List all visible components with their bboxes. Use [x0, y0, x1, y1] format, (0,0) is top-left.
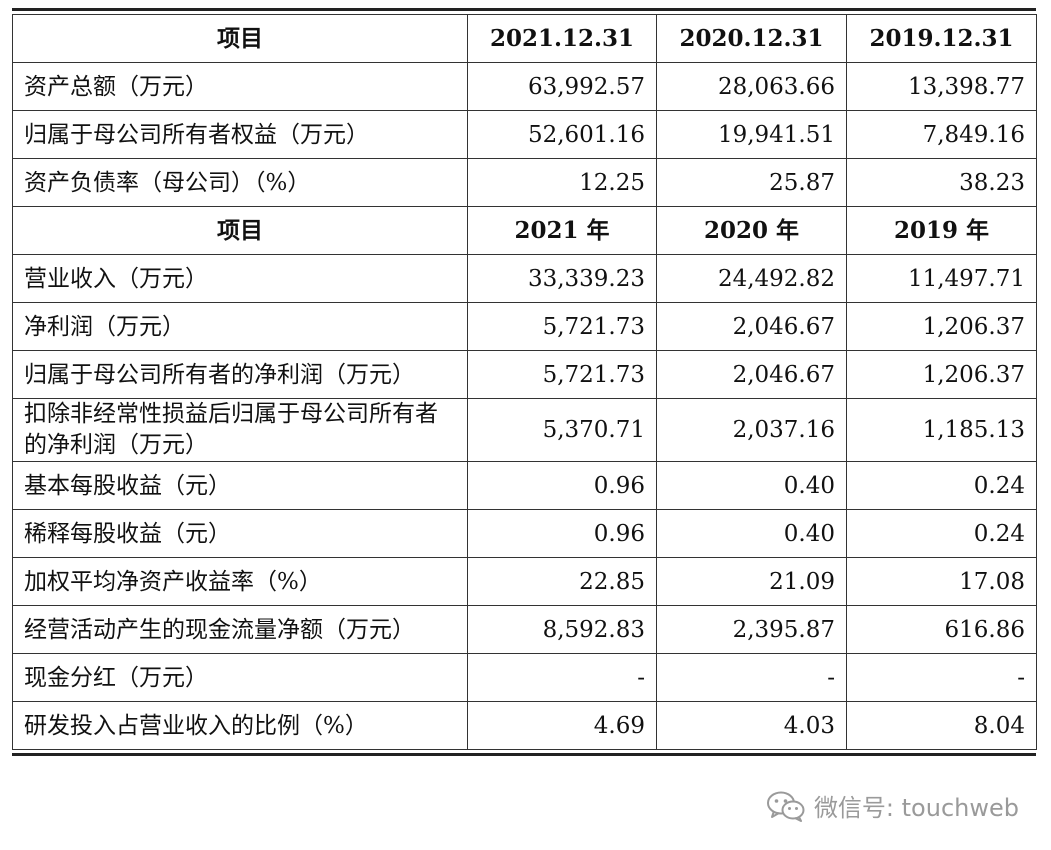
value-cell: 28,063.66	[656, 62, 847, 111]
row-label: 加权平均净资产收益率（%）	[12, 557, 468, 606]
value-cell: 5,370.71	[467, 398, 657, 462]
value-cell: 5,721.73	[467, 350, 657, 399]
value-cell: -	[467, 653, 657, 702]
table-row: 归属于母公司所有者权益（万元） 52,601.16 19,941.51 7,84…	[12, 110, 1037, 159]
value-cell: 4.03	[656, 701, 847, 750]
wechat-icon	[766, 791, 805, 822]
value-cell: 1,185.13	[846, 398, 1037, 462]
value-cell: 33,339.23	[467, 254, 657, 303]
value-cell: 0.96	[467, 461, 657, 510]
row-label: 资产负债率（母公司）（%）	[12, 158, 468, 207]
header-cell-2020: 2020.12.31	[656, 14, 847, 63]
value-cell: 7,849.16	[846, 110, 1037, 159]
table-row: 现金分红（万元） - - -	[12, 653, 1037, 702]
value-cell: 0.96	[467, 509, 657, 558]
value-cell: 0.40	[656, 509, 847, 558]
table-row: 资产总额（万元） 63,992.57 28,063.66 13,398.77	[12, 62, 1037, 111]
value-cell: 13,398.77	[846, 62, 1037, 111]
value-cell: 63,992.57	[467, 62, 657, 111]
row-label: 研发投入占营业收入的比例（%）	[12, 701, 468, 750]
value-cell: -	[846, 653, 1037, 702]
table-row: 净利润（万元） 5,721.73 2,046.67 1,206.37	[12, 302, 1037, 351]
table-row: 稀释每股收益（元） 0.96 0.40 0.24	[12, 509, 1037, 558]
row-label: 经营活动产生的现金流量净额（万元）	[12, 605, 468, 654]
section2-header-row: 项目 2021 年 2020 年 2019 年	[12, 206, 1037, 255]
table-row: 资产负债率（母公司）（%） 12.25 25.87 38.23	[12, 158, 1037, 207]
value-cell: 8,592.83	[467, 605, 657, 654]
value-cell: 0.24	[846, 461, 1037, 510]
row-label: 扣除非经常性损益后归属于母公司所有者的净利润（万元）	[12, 398, 468, 462]
header-cell-item: 项目	[12, 14, 468, 63]
value-cell: 2,046.67	[656, 350, 847, 399]
row-label: 基本每股收益（元）	[12, 461, 468, 510]
row-label: 稀释每股收益（元）	[12, 509, 468, 558]
value-cell: 2,037.16	[656, 398, 847, 462]
value-cell: 5,721.73	[467, 302, 657, 351]
header-cell-2019: 2019.12.31	[846, 14, 1037, 63]
table-row: 归属于母公司所有者的净利润（万元） 5,721.73 2,046.67 1,20…	[12, 350, 1037, 399]
row-label: 净利润（万元）	[12, 302, 468, 351]
watermark: 微信号: touchweb	[766, 788, 1019, 823]
table-row: 营业收入（万元） 33,339.23 24,492.82 11,497.71	[12, 254, 1037, 303]
value-cell: 0.24	[846, 509, 1037, 558]
value-cell: 25.87	[656, 158, 847, 207]
value-cell: 2,046.67	[656, 302, 847, 351]
value-cell: 4.69	[467, 701, 657, 750]
value-cell: 1,206.37	[846, 350, 1037, 399]
value-cell: 2,395.87	[656, 605, 847, 654]
value-cell: 52,601.16	[467, 110, 657, 159]
value-cell: 11,497.71	[846, 254, 1037, 303]
table-row: 扣除非经常性损益后归属于母公司所有者的净利润（万元） 5,370.71 2,03…	[12, 398, 1037, 462]
value-cell: 8.04	[846, 701, 1037, 750]
row-label: 资产总额（万元）	[12, 62, 468, 111]
table-row: 研发投入占营业收入的比例（%） 4.69 4.03 8.04	[12, 701, 1037, 750]
table-row: 加权平均净资产收益率（%） 22.85 21.09 17.08	[12, 557, 1037, 606]
header-cell-item: 项目	[12, 206, 468, 255]
header-cell-2020: 2020 年	[656, 206, 847, 255]
table-row: 基本每股收益（元） 0.96 0.40 0.24	[12, 461, 1037, 510]
financial-summary-table-wrapper: 项目 2021.12.31 2020.12.31 2019.12.31 资产总额…	[12, 8, 1037, 756]
value-cell: 22.85	[467, 557, 657, 606]
value-cell: 24,492.82	[656, 254, 847, 303]
section1-header-row: 项目 2021.12.31 2020.12.31 2019.12.31	[12, 14, 1037, 63]
watermark-text: 微信号: touchweb	[813, 794, 1019, 822]
value-cell: 17.08	[846, 557, 1037, 606]
row-label: 归属于母公司所有者权益（万元）	[12, 110, 468, 159]
header-cell-2021: 2021.12.31	[467, 14, 657, 63]
header-cell-2021: 2021 年	[467, 206, 657, 255]
value-cell: 616.86	[846, 605, 1037, 654]
financial-summary-table: 项目 2021.12.31 2020.12.31 2019.12.31 资产总额…	[12, 14, 1037, 750]
table-row: 经营活动产生的现金流量净额（万元） 8,592.83 2,395.87 616.…	[12, 605, 1037, 654]
value-cell: 1,206.37	[846, 302, 1037, 351]
row-label: 现金分红（万元）	[12, 653, 468, 702]
row-label: 营业收入（万元）	[12, 254, 468, 303]
row-label: 归属于母公司所有者的净利润（万元）	[12, 350, 468, 399]
value-cell: 38.23	[846, 158, 1037, 207]
value-cell: -	[656, 653, 847, 702]
value-cell: 0.40	[656, 461, 847, 510]
header-cell-2019: 2019 年	[846, 206, 1037, 255]
value-cell: 12.25	[467, 158, 657, 207]
value-cell: 19,941.51	[656, 110, 847, 159]
value-cell: 21.09	[656, 557, 847, 606]
